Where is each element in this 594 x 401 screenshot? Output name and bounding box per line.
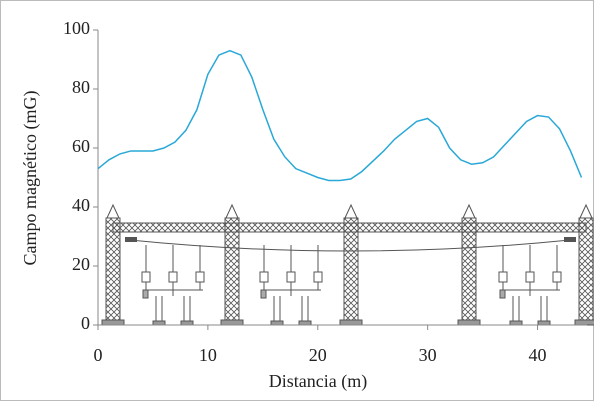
- bus: [261, 282, 321, 296]
- clamp: [168, 271, 178, 283]
- tower: [343, 217, 359, 321]
- y-tick-label: 60: [72, 136, 90, 156]
- y-tick-label: 100: [63, 18, 90, 38]
- tower-top: [579, 203, 593, 219]
- post: [183, 296, 191, 322]
- equipment: [260, 289, 267, 299]
- bus: [500, 282, 560, 296]
- tower-top: [462, 203, 476, 219]
- post-base: [152, 320, 166, 326]
- x-tick-label: 40: [529, 345, 547, 365]
- post-base: [180, 320, 194, 326]
- data-line: [97, 49, 583, 182]
- post-base: [537, 320, 551, 326]
- insulator: [125, 237, 137, 242]
- tower-base: [457, 319, 481, 326]
- tower: [105, 217, 121, 321]
- equipment: [142, 289, 149, 299]
- post: [540, 296, 548, 322]
- tower-base: [101, 319, 125, 326]
- y-tick-label: 0: [81, 313, 90, 333]
- tower-base: [574, 319, 594, 326]
- x-tick-label: 20: [309, 345, 327, 365]
- cable: [129, 239, 571, 252]
- tower-top: [225, 203, 239, 219]
- clamp: [286, 271, 296, 283]
- post-base: [298, 320, 312, 326]
- post: [512, 296, 520, 322]
- y-tick-label: 80: [72, 77, 90, 97]
- insulator: [564, 237, 576, 242]
- clamp: [141, 271, 151, 283]
- bus: [143, 282, 203, 296]
- post: [155, 296, 163, 322]
- equipment: [499, 289, 506, 299]
- tower-base: [220, 319, 244, 326]
- x-tick-label: 10: [199, 345, 217, 365]
- y-axis-label: Campo magnético (mG): [20, 91, 41, 266]
- clamp: [552, 271, 562, 283]
- x-axis-label: Distancia (m): [269, 371, 367, 392]
- y-tick-label: 40: [72, 195, 90, 215]
- y-tick-label: 20: [72, 254, 90, 274]
- clamp: [525, 271, 535, 283]
- tower: [578, 217, 594, 321]
- post-base: [270, 320, 284, 326]
- x-tick-label: 30: [419, 345, 437, 365]
- post: [301, 296, 309, 322]
- post-base: [509, 320, 523, 326]
- tower-diagram: [101, 203, 594, 326]
- clamp: [498, 271, 508, 283]
- clamp: [313, 271, 323, 283]
- tower: [461, 217, 477, 321]
- tower: [224, 217, 240, 321]
- clamp: [195, 271, 205, 283]
- tower-top: [344, 203, 358, 219]
- x-tick-label: 0: [94, 345, 103, 365]
- clamp: [259, 271, 269, 283]
- tower-base: [339, 319, 363, 326]
- tower-top: [106, 203, 120, 219]
- post: [273, 296, 281, 322]
